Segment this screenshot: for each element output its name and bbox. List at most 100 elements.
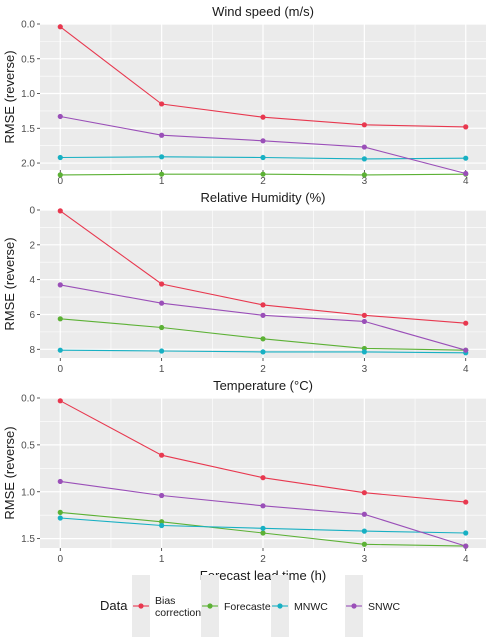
y-tick-label: 2 bbox=[29, 240, 35, 251]
data-point bbox=[159, 348, 165, 354]
series-snwc bbox=[57, 282, 469, 353]
y-tick-label: 1.0 bbox=[21, 89, 35, 100]
panel-2: Relative Humidity (%) 0 2 4 6 8 0 1 2 3 4 RMSE (rev… bbox=[2, 190, 486, 375]
data-point bbox=[463, 155, 469, 161]
series-mnwc bbox=[57, 515, 469, 536]
data-point bbox=[159, 519, 165, 525]
data-point bbox=[260, 475, 266, 481]
data-point bbox=[57, 24, 63, 30]
data-point bbox=[57, 113, 63, 120]
series-mnwc bbox=[57, 154, 469, 162]
legend-key-point bbox=[351, 603, 357, 609]
data-point bbox=[159, 522, 165, 529]
data-point bbox=[260, 349, 266, 355]
data-point bbox=[361, 312, 367, 318]
x-tick-label: 4 bbox=[463, 554, 469, 565]
panel-title: Relative Humidity (%) bbox=[201, 190, 326, 205]
y-tick-label: 2.0 bbox=[21, 159, 35, 170]
legend-label: correction bbox=[155, 607, 201, 619]
data-point bbox=[57, 154, 63, 161]
legend-key-point bbox=[138, 603, 144, 609]
x-tick-label: 1 bbox=[159, 364, 165, 375]
x-tick-label: 2 bbox=[260, 554, 266, 565]
data-point bbox=[260, 525, 266, 531]
series-forecaster bbox=[57, 171, 469, 178]
y-tick-label: 0.5 bbox=[21, 54, 35, 65]
y-axis-label: RMSE (reverse) bbox=[2, 237, 17, 330]
data-point bbox=[57, 316, 63, 322]
data-point bbox=[260, 154, 266, 161]
data-point bbox=[260, 171, 266, 177]
data-point bbox=[463, 530, 469, 536]
y-axis-label: RMSE (reverse) bbox=[2, 50, 17, 143]
x-tick-label: 4 bbox=[463, 364, 469, 375]
data-point bbox=[361, 172, 367, 178]
data-point bbox=[57, 172, 63, 178]
x-tick-label: 3 bbox=[362, 176, 368, 187]
x-tick-label: 4 bbox=[463, 176, 469, 187]
data-point bbox=[57, 347, 63, 353]
data-point bbox=[57, 509, 63, 515]
data-point bbox=[57, 515, 63, 521]
data-point bbox=[57, 478, 63, 485]
data-point bbox=[463, 124, 469, 130]
data-point bbox=[159, 452, 165, 458]
legend-label: SNWC bbox=[368, 601, 400, 613]
series-snwc bbox=[57, 113, 469, 177]
data-point bbox=[159, 171, 165, 177]
series-bias-correction bbox=[57, 398, 469, 505]
data-point bbox=[463, 347, 469, 353]
legend-item-mnwc: MNWC bbox=[271, 575, 328, 637]
x-tick-label: 3 bbox=[362, 554, 368, 565]
data-point bbox=[361, 318, 367, 325]
data-point bbox=[57, 282, 63, 288]
data-point bbox=[159, 154, 165, 160]
data-point bbox=[463, 543, 469, 549]
data-point bbox=[361, 349, 367, 355]
panel-3: Temperature (°C) 0.0 0.5 1.0 1.5 0 1 2 3 4 RMSE (r… bbox=[2, 378, 486, 583]
data-point bbox=[57, 398, 63, 404]
y-tick-label: 0 bbox=[29, 206, 35, 217]
data-point bbox=[159, 324, 165, 331]
data-point bbox=[159, 492, 165, 499]
data-point bbox=[361, 528, 367, 534]
x-tick-label: 1 bbox=[159, 554, 165, 565]
data-point bbox=[260, 312, 266, 318]
x-tick-label: 0 bbox=[57, 554, 63, 565]
data-point bbox=[463, 499, 469, 505]
data-point bbox=[463, 170, 469, 177]
y-tick-label: 1.0 bbox=[21, 487, 35, 498]
x-tick-label: 0 bbox=[57, 364, 63, 375]
x-axis-label: Forecast lead time (h) bbox=[200, 568, 326, 583]
y-tick-label: 8 bbox=[29, 345, 35, 356]
data-point bbox=[260, 114, 266, 120]
y-tick-label: 6 bbox=[29, 310, 35, 321]
data-point bbox=[260, 530, 266, 536]
panel-1: Wind speed (m/s) 0.0 0.5 1.0 1.5 2.0 0 1 2 3 4 RMSE… bbox=[2, 4, 486, 187]
data-point bbox=[361, 144, 367, 150]
x-tick-label: 0 bbox=[57, 176, 63, 187]
data-point bbox=[159, 281, 165, 287]
series-bias-correction bbox=[57, 24, 469, 130]
y-axis-label: RMSE (reverse) bbox=[2, 426, 17, 519]
data-point bbox=[463, 320, 469, 326]
data-point bbox=[260, 336, 266, 342]
y-tick-label: 0.5 bbox=[21, 440, 35, 451]
data-point bbox=[159, 101, 165, 107]
y-tick-label: 0.0 bbox=[21, 20, 35, 31]
data-point bbox=[260, 302, 266, 308]
x-tick-label: 2 bbox=[260, 364, 266, 375]
data-point bbox=[361, 490, 367, 496]
data-point bbox=[361, 122, 367, 128]
x-tick-label: 2 bbox=[260, 176, 266, 187]
data-point bbox=[57, 208, 63, 214]
legend-key-point bbox=[277, 603, 283, 609]
data-point bbox=[361, 541, 367, 547]
legend-item-forecaster: Forecaster bbox=[201, 575, 275, 637]
x-tick-label: 3 bbox=[362, 364, 368, 375]
legend-label: Forecaster bbox=[224, 601, 275, 613]
y-tick-label: 1.5 bbox=[21, 534, 35, 545]
